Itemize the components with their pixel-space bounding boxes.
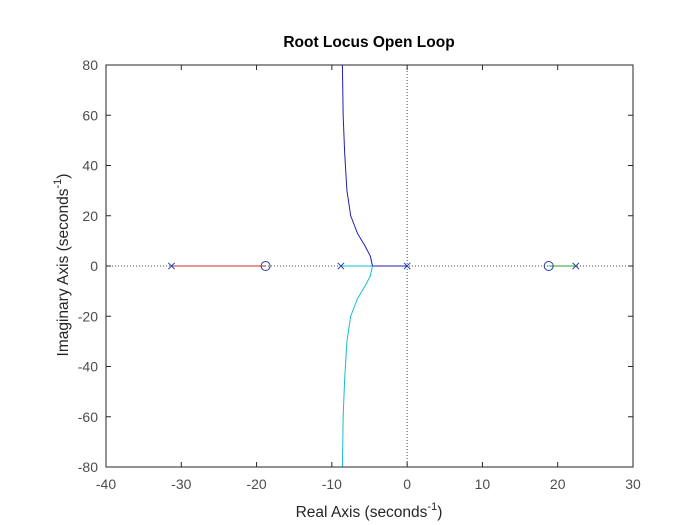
x-tick-label: -40 xyxy=(96,476,116,492)
x-tick-label: -30 xyxy=(171,476,191,492)
pole-marker xyxy=(167,262,176,270)
y-tick-label: 80 xyxy=(82,57,98,73)
y-axis-ticks: -80 -60 -40 -20 0 20 40 60 80 xyxy=(78,57,633,475)
x-tick-label: -10 xyxy=(322,476,342,492)
pole-marker xyxy=(572,262,580,270)
pole-marker xyxy=(337,262,345,270)
y-tick-label: 60 xyxy=(82,107,98,123)
zero-marker xyxy=(260,261,271,271)
pole-zero-markers xyxy=(167,261,580,271)
chart-title: Root Locus Open Loop xyxy=(283,34,454,51)
y-tick-label: 20 xyxy=(82,208,98,224)
x-tick-label: 0 xyxy=(403,476,411,492)
x-tick-label: -20 xyxy=(246,476,266,492)
y-tick-label: 40 xyxy=(82,158,98,174)
x-tick-label: 30 xyxy=(625,476,641,492)
pole-marker xyxy=(403,262,411,270)
x-axis-label: Real Axis (seconds-1) xyxy=(296,501,443,521)
x-axis-ticks: -40 -30 -20 -10 0 10 20 30 xyxy=(96,65,641,492)
y-tick-label: -80 xyxy=(78,459,98,475)
y-tick-label: 0 xyxy=(90,258,98,274)
y-tick-label: -40 xyxy=(78,359,98,375)
x-tick-label: 10 xyxy=(475,476,491,492)
locus-branch xyxy=(341,64,373,267)
locus-branch xyxy=(341,265,373,468)
locus-branches xyxy=(171,64,576,468)
y-axis-label: Imaginary Axis (seconds-1) xyxy=(52,174,72,357)
y-tick-label: -60 xyxy=(78,409,98,425)
y-tick-label: -20 xyxy=(78,308,98,324)
x-tick-label: 20 xyxy=(550,476,566,492)
zero-marker xyxy=(543,261,554,271)
